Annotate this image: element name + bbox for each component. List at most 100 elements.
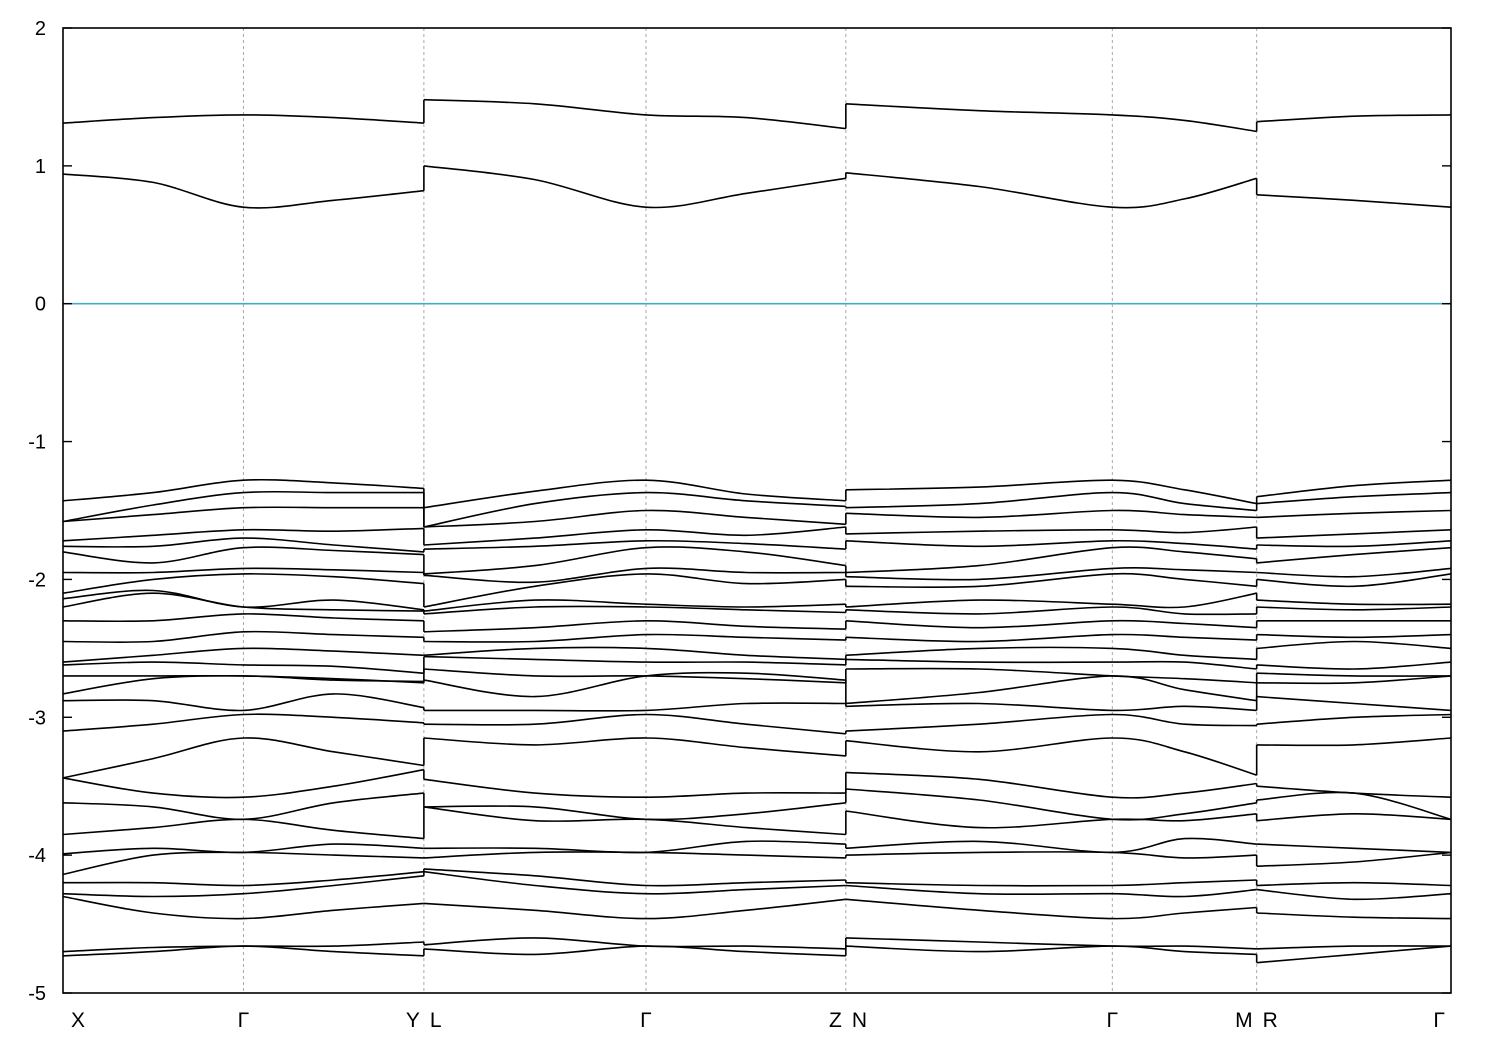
band-line-s2-b5: [845, 526, 1257, 535]
band-line-s1-b25: [423, 851, 846, 859]
band-line-s3-b22: [1256, 791, 1452, 821]
xtick-label-3: L: [430, 1009, 442, 1032]
band-line-s2-b11: [845, 606, 1257, 616]
band-line-s2-b1: [845, 172, 1257, 209]
xtick-label-8: M: [1235, 1009, 1253, 1032]
band-line-s1-b18: [423, 702, 846, 712]
band-line-s1-b8: [423, 567, 846, 584]
band-line-s3-b25: [1256, 851, 1452, 867]
band-line-s2-b29: [845, 937, 1257, 950]
band-line-s3-b23: [1256, 812, 1452, 822]
band-line-s3-b18: [1256, 695, 1452, 712]
band-line-s0-b7: [62, 546, 424, 564]
band-line-s1-b27: [423, 870, 846, 895]
xtick-label-2: Y: [406, 1009, 420, 1032]
band-line-s2-b12: [845, 619, 1257, 629]
band-line-s0-b12: [62, 613, 424, 623]
band-line-s0-b18: [62, 693, 425, 712]
band-line-s3-b27: [1256, 888, 1452, 901]
band-line-s2-b10: [845, 592, 1257, 609]
xtick-label-5: Z: [829, 1009, 842, 1032]
band-line-s2-b8: [845, 567, 1257, 581]
band-line-s2-b19: [845, 713, 1257, 732]
band-line-s1-b5: [423, 526, 846, 546]
band-line-s2-b6: [845, 539, 1257, 550]
band-line-s0-b8: [62, 567, 424, 574]
band-line-s1-b14: [423, 646, 846, 661]
band-line-s0-b13: [62, 630, 424, 644]
band-line-s2-b14: [845, 646, 1257, 661]
band-line-s1-b16: [423, 668, 846, 684]
ytick-label-2: 0: [35, 294, 46, 316]
xtick-label-10: Γ: [1433, 1009, 1445, 1032]
band-line-s2-b17: [845, 675, 1257, 705]
xtick-label-7: Γ: [1107, 1009, 1119, 1032]
xtick-label-0: X: [71, 1009, 85, 1032]
band-line-s3-b13: [1256, 633, 1452, 639]
xtick-label-9: R: [1263, 1009, 1278, 1032]
band-line-s0-b3: [62, 490, 424, 523]
band-line-s0-b17: [62, 675, 424, 695]
band-line-s2-b23: [845, 810, 1257, 829]
band-line-s3-b15: [1256, 661, 1452, 670]
ytick-label-1: 1: [35, 156, 46, 178]
band-line-s1-b4: [423, 509, 846, 528]
band-line-s3-b6: [1256, 540, 1452, 548]
band-line-s3-b11: [1256, 606, 1452, 611]
plot-frame: [62, 27, 1452, 994]
band-line-s0-b25: [62, 851, 424, 876]
band-line-s1-b3: [423, 491, 846, 528]
band-line-s1-b15: [423, 655, 846, 666]
band-line-s0-b23: [62, 818, 424, 840]
band-line-s2-b15: [845, 658, 1257, 670]
band-line-s2-b3: [845, 491, 1257, 512]
band-line-s3-b0: [1256, 114, 1452, 123]
band-line-s2-b27: [845, 884, 1257, 898]
band-line-s3-b16: [1256, 672, 1452, 677]
bands-layer: [62, 98, 1452, 964]
band-line-s0-b21: [62, 768, 425, 799]
band-line-s1-b17: [423, 671, 846, 698]
band-line-s0-b20: [62, 737, 425, 779]
band-line-s2-b7: [845, 546, 1257, 574]
band-line-s0-b2: [62, 478, 424, 502]
band-line-s2-b4: [845, 509, 1257, 519]
band-line-s3-b9: [1256, 573, 1452, 588]
band-line-s2-b30: [845, 945, 1257, 956]
band-line-s1-b26: [423, 868, 846, 887]
band-line-s0-b11: [62, 592, 424, 612]
band-line-s3-b19: [1256, 713, 1452, 725]
ytick-label-6: -4: [28, 845, 46, 867]
band-line-s1-b9: [423, 573, 846, 608]
xtick-label-1: Γ: [238, 1009, 250, 1032]
band-line-s3-b4: [1256, 509, 1452, 519]
band-line-s0-b5: [62, 527, 424, 542]
band-line-s2-b16: [845, 667, 1257, 684]
band-line-s1-b20: [423, 737, 846, 757]
band-line-s2-b0: [845, 103, 1257, 133]
band-line-s2-b22: [845, 788, 1257, 821]
band-line-s1-b12: [423, 619, 846, 633]
band-line-s3-b3: [1256, 491, 1452, 505]
band-line-s3-b14: [1256, 640, 1452, 650]
band-line-s2-b9: [845, 572, 1257, 589]
band-line-s1-b28: [423, 898, 846, 920]
band-line-s3-b17: [1256, 675, 1452, 685]
band-line-s3-b29: [1256, 945, 1452, 950]
band-line-s0-b26: [62, 870, 424, 887]
band-line-s1-b10: [423, 599, 846, 612]
band-line-s3-b1: [1256, 194, 1452, 208]
band-line-s1-b23: [423, 806, 846, 836]
band-line-s2-b25: [845, 851, 1257, 859]
band-line-s1-b19: [423, 713, 846, 735]
ytick-label-4: -2: [28, 569, 46, 591]
ytick-label-0: 2: [35, 18, 46, 40]
band-line-s1-b0: [423, 98, 846, 130]
band-line-s2-b24: [845, 837, 1257, 854]
band-line-s1-b11: [423, 605, 846, 615]
band-line-s1-b7: [423, 546, 846, 575]
band-line-s1-b13: [423, 633, 846, 643]
band-line-s3-b5: [1256, 529, 1452, 539]
